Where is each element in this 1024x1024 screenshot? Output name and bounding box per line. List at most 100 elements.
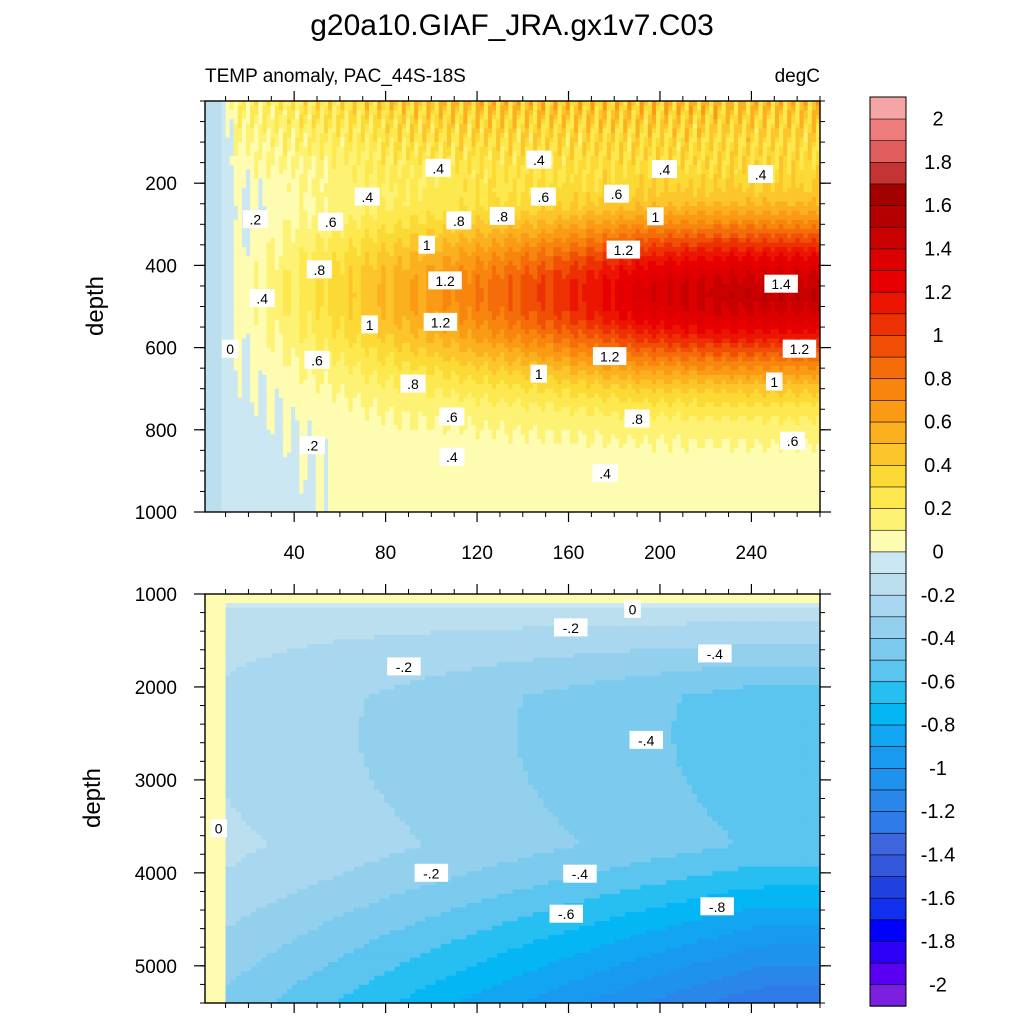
- field-cell: [360, 238, 366, 244]
- field-cell: [418, 105, 423, 111]
- field-cell: [774, 242, 780, 248]
- field-cell: [496, 101, 501, 107]
- field-cell: [328, 123, 333, 129]
- field-cell: [705, 123, 710, 129]
- field-cell: [278, 160, 284, 166]
- field-cell: [582, 155, 587, 161]
- field-cell: [213, 238, 218, 244]
- field-cell: [356, 210, 362, 216]
- field-cell: [381, 142, 386, 148]
- field-cell: [533, 247, 538, 253]
- field-cell: [512, 242, 518, 248]
- field-cell: [643, 178, 649, 184]
- field-cell: [729, 164, 735, 171]
- field-cell: [414, 238, 419, 244]
- field-cell: [352, 123, 358, 129]
- field-cell: [766, 151, 772, 157]
- field-cell: [307, 160, 313, 166]
- field-cell: [586, 228, 591, 235]
- field-cell: [701, 210, 706, 216]
- field-cell: [610, 233, 616, 239]
- field-cell: [287, 132, 292, 139]
- field-cell: [451, 128, 456, 134]
- field-cell: [377, 155, 382, 161]
- field-cell: [811, 242, 817, 248]
- field-cell: [311, 196, 317, 203]
- field-cell: [549, 151, 555, 157]
- field-cell: [233, 155, 239, 161]
- field-cell: [631, 110, 637, 116]
- field-cell: [258, 114, 263, 120]
- field-cell: [680, 228, 686, 235]
- field-cell: [360, 174, 366, 180]
- field-cell: [487, 110, 493, 116]
- field-cell: [619, 206, 624, 212]
- field-cell: [393, 128, 399, 134]
- field-cell: [323, 242, 329, 248]
- field-cell: [524, 137, 530, 143]
- field-cell: [401, 132, 407, 139]
- field-cell: [430, 187, 436, 193]
- field-cell: [487, 196, 493, 203]
- field-cell: [274, 128, 280, 134]
- field-cell: [209, 101, 214, 107]
- field-cell: [315, 128, 321, 134]
- field-cell: [295, 192, 300, 198]
- field-cell: [274, 187, 280, 193]
- field-cell: [549, 228, 555, 235]
- field-cell: [697, 123, 702, 129]
- field-cell: [647, 105, 653, 111]
- field-cell: [783, 151, 788, 157]
- field-cell: [434, 233, 440, 239]
- field-cell: [578, 206, 583, 212]
- field-cell: [229, 183, 235, 189]
- field-cell: [500, 142, 505, 148]
- field-cell: [254, 101, 259, 107]
- field-cell: [401, 242, 407, 248]
- field-cell: [262, 242, 268, 248]
- field-cell: [656, 151, 661, 157]
- field-cell: [643, 196, 649, 203]
- field-cell: [282, 233, 288, 239]
- field-cell: [282, 187, 288, 193]
- field-cell: [332, 251, 337, 257]
- field-cell: [487, 224, 493, 230]
- field-cell: [717, 155, 723, 161]
- field-cell: [754, 119, 760, 125]
- field-cell: [569, 242, 575, 248]
- field-cell: [422, 160, 427, 166]
- field-cell: [258, 105, 263, 111]
- field-cell: [733, 105, 739, 111]
- upper-field: [205, 101, 820, 512]
- field-cell: [627, 219, 632, 225]
- field-cell: [504, 187, 509, 193]
- field-cell: [254, 164, 259, 171]
- field-cell: [262, 233, 268, 239]
- field-cell: [619, 105, 624, 111]
- field-cell: [393, 187, 399, 193]
- field-cell: [725, 110, 731, 116]
- field-cell: [701, 242, 706, 248]
- field-cell: [451, 132, 456, 139]
- field-cell: [405, 142, 411, 148]
- field-cell: [463, 201, 468, 207]
- field-cell: [676, 196, 682, 203]
- field-cell: [569, 128, 575, 134]
- field-cell: [393, 110, 399, 116]
- field-cell: [598, 178, 604, 184]
- field-cell: [451, 187, 456, 193]
- field-cell: [709, 151, 714, 157]
- field-cell: [303, 192, 309, 198]
- field-cell: [508, 114, 514, 120]
- field-cell: [270, 137, 276, 143]
- field-cell: [434, 206, 440, 212]
- field-cell: [569, 114, 575, 120]
- field-cell: [315, 233, 321, 239]
- field-cell: [656, 123, 661, 129]
- field-cell: [471, 192, 477, 198]
- field-cell: [721, 183, 727, 189]
- field-cell: [418, 132, 423, 139]
- field-cell: [631, 132, 637, 139]
- field-cell: [758, 247, 764, 253]
- field-cell: [344, 228, 350, 235]
